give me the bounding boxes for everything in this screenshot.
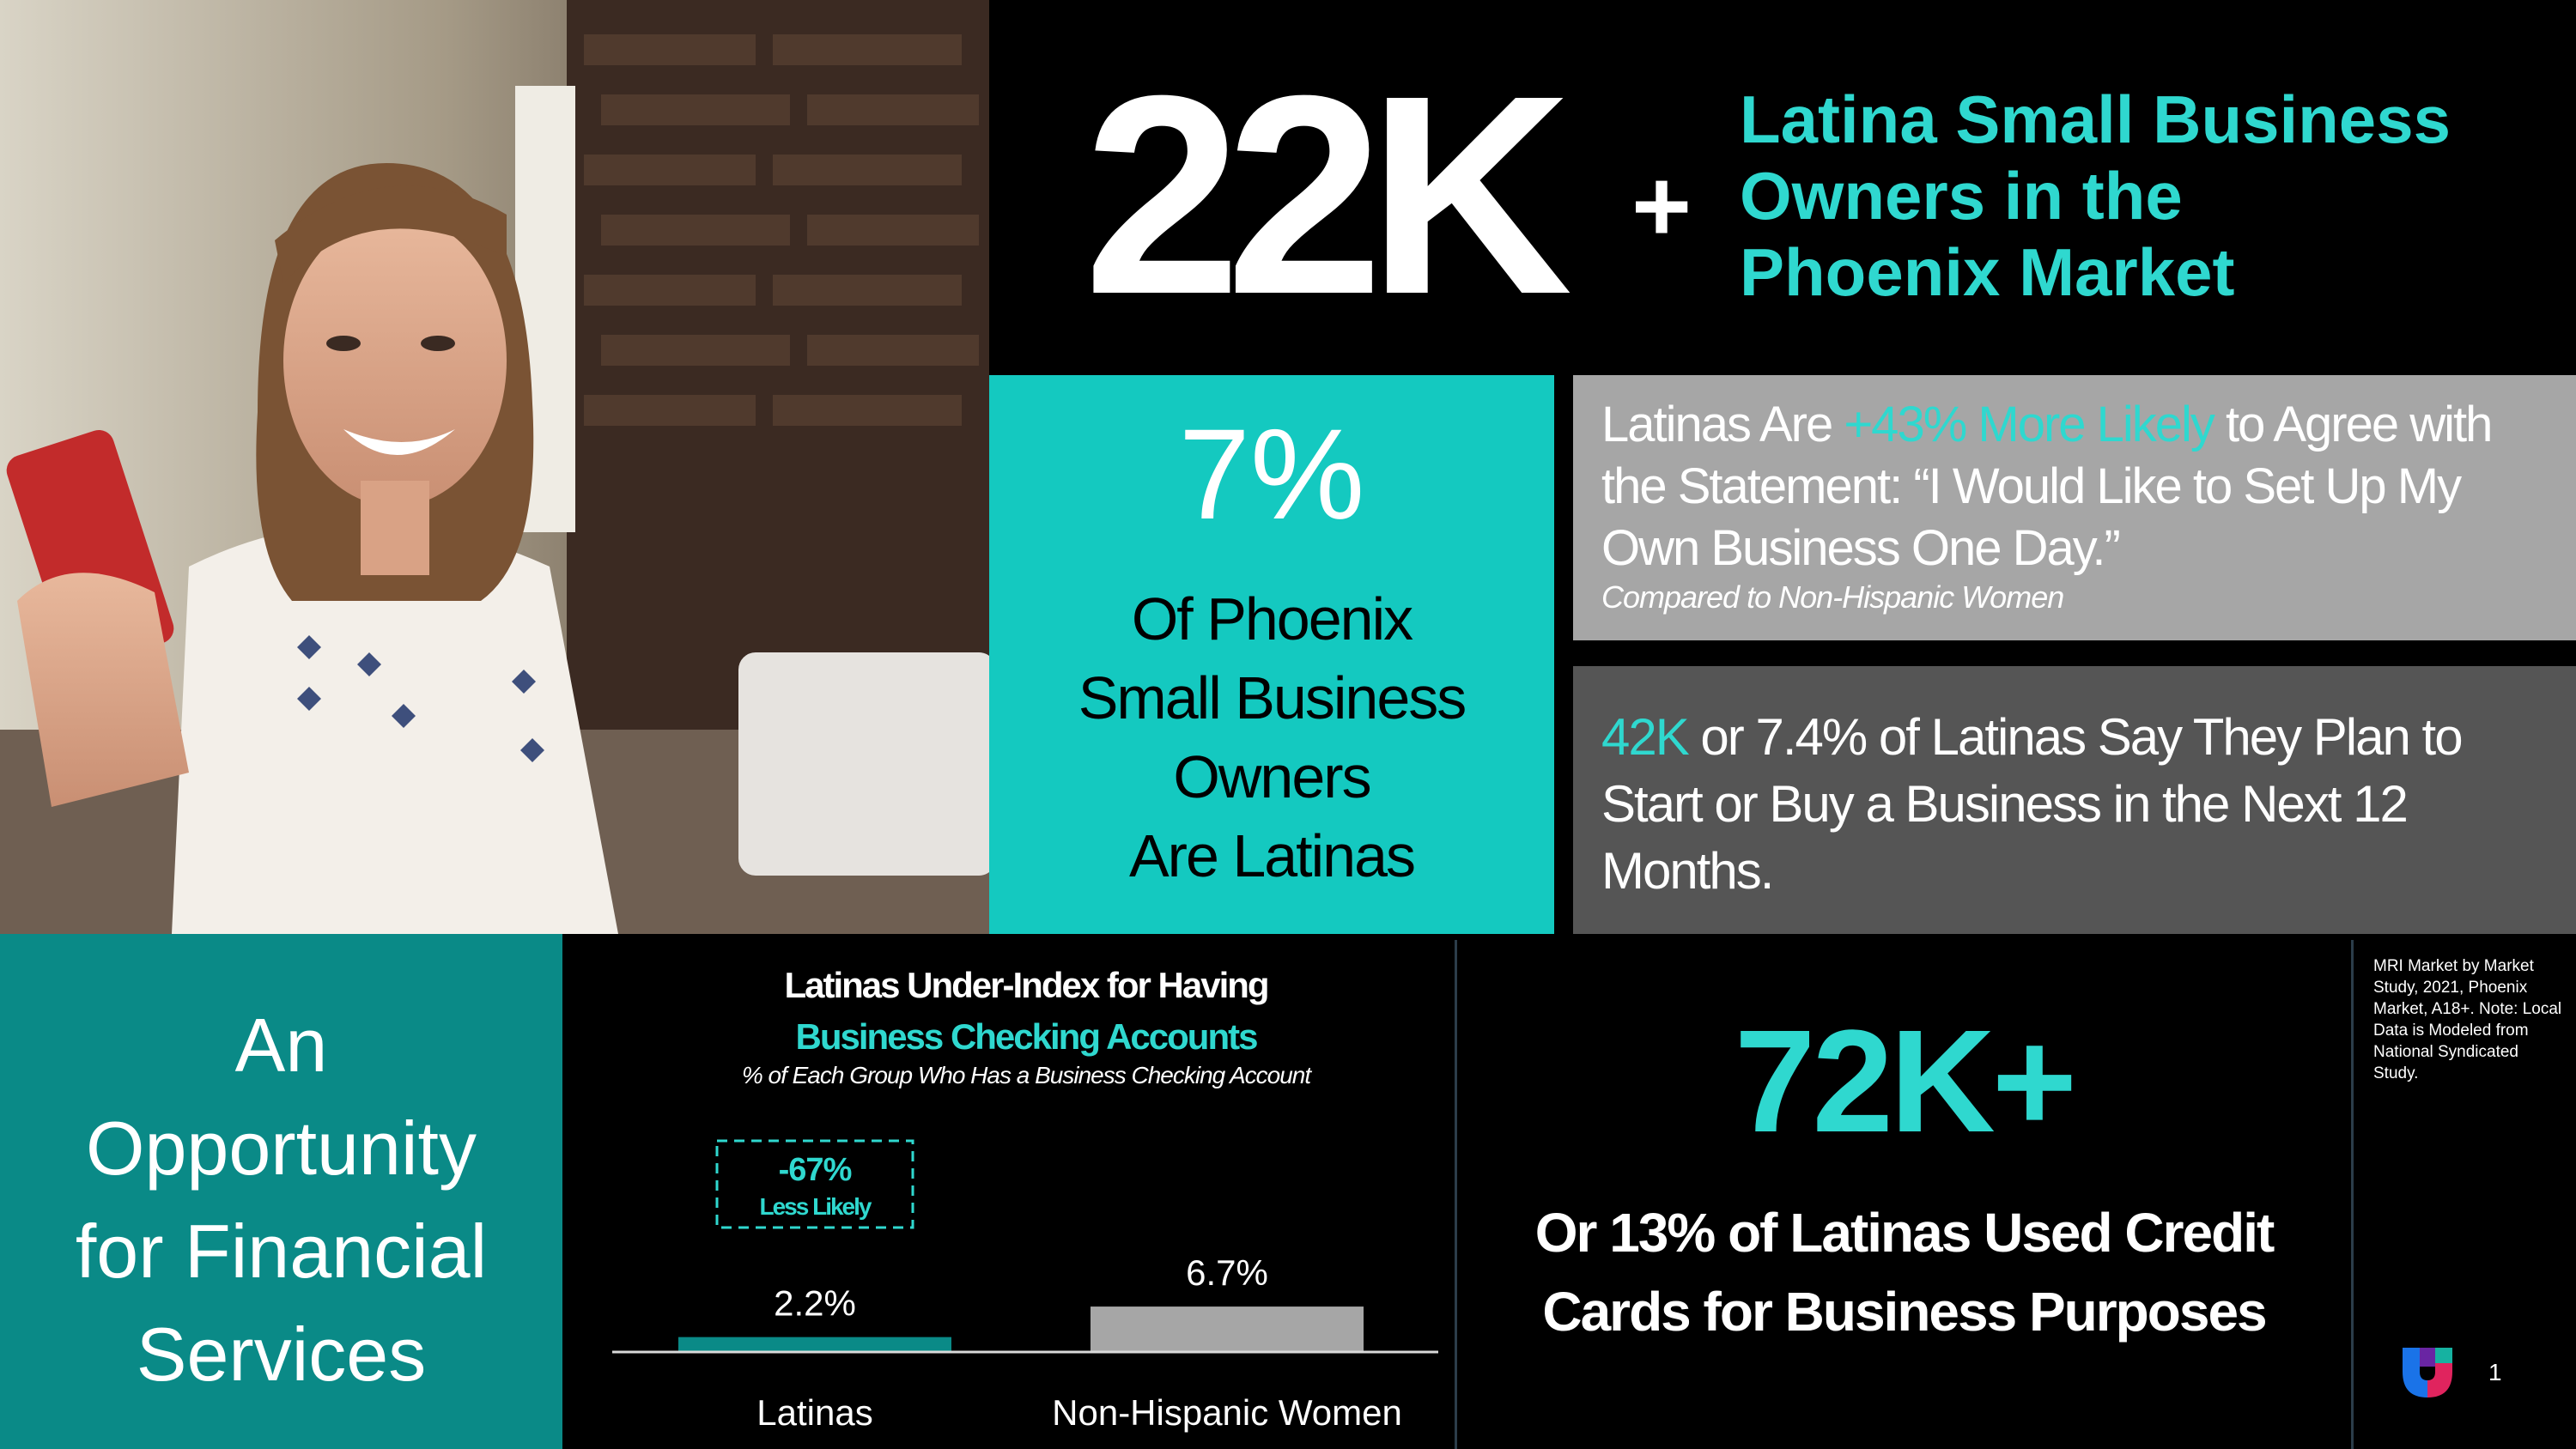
univision-logo-icon <box>2403 1348 2452 1397</box>
stat-7-panel: 7% Of Phoenix Small Business Owners Are … <box>989 375 1554 934</box>
category-label: Non-Hispanic Women <box>1052 1392 1402 1433</box>
chart-title: Latinas Under-Index for Having Business … <box>562 960 1490 1063</box>
stat-72-description: Or 13% of Latinas Used Credit Cards for … <box>1534 1202 2275 1343</box>
stat-42-body: or 7.4% of Latinas Say They Plan to Star… <box>1601 708 2464 900</box>
vertical-divider <box>1455 940 1457 1449</box>
headline-plus: + <box>1631 149 1692 264</box>
headline-text: Latina Small Business Owners in the Phoe… <box>1740 82 2451 310</box>
stat-42-text: 42K or 7.4% of Latinas Say They Plan to … <box>1601 704 2555 905</box>
bar-latinas <box>678 1337 951 1352</box>
stat-43-prefix: Latinas Are <box>1601 397 1844 452</box>
category-label: Latinas <box>756 1392 872 1433</box>
stat-43-text: Latinas Are +43% More Likely to Agree wi… <box>1601 394 2555 579</box>
chart-title-line-1: Latinas Under-Index for Having <box>784 965 1269 1005</box>
source-note: MRI Market by Market Study, 2021, Phoeni… <box>2373 957 2562 1082</box>
stat-72-value: 72K+ <box>1734 1000 2077 1163</box>
page-number: 1 <box>2488 1359 2502 1385</box>
bar-chart: 2.2% Latinas 6.7% Non-Hispanic Women -67% Les… <box>612 1139 1438 1433</box>
callout-value: -67% <box>779 1152 852 1188</box>
chart-subtitle: % of Each Group Who Has a Business Check… <box>741 1062 1311 1088</box>
stat-43-note: Compared to Non-Hispanic Women <box>1601 579 2064 615</box>
callout-label: Less Likely <box>760 1193 872 1220</box>
callout-box <box>715 1139 914 1229</box>
headline-number: 22K <box>1084 36 1572 353</box>
stat-43-panel: Latinas Are +43% More Likely to Agree wi… <box>1573 375 2576 640</box>
woman-phone-photo <box>0 0 989 934</box>
stat-42-panel: 42K or 7.4% of Latinas Say They Plan to … <box>1573 666 2576 934</box>
bar-data-label: 6.7% <box>1186 1252 1268 1293</box>
stat-7-description: Of Phoenix Small Business Owners Are Lat… <box>1078 585 1467 889</box>
chart-title-line-2: Business Checking Accounts <box>795 1016 1259 1057</box>
stat-7-value: 7% <box>1178 402 1365 546</box>
vertical-divider <box>2351 940 2354 1449</box>
stat-42-highlight: 42K <box>1601 708 1690 766</box>
opportunity-text: An Opportunity for Financial Services <box>75 1003 488 1397</box>
bar-data-label: 2.2% <box>774 1283 856 1324</box>
bar-non-hispanic-women <box>1091 1307 1364 1352</box>
opportunity-panel: An Opportunity for Financial Services <box>0 934 562 1449</box>
stat-43-highlight: +43% More Likely <box>1844 397 2215 452</box>
stat-43-suffix: to Agree with the Statement: “I Would Li… <box>1601 397 2493 576</box>
